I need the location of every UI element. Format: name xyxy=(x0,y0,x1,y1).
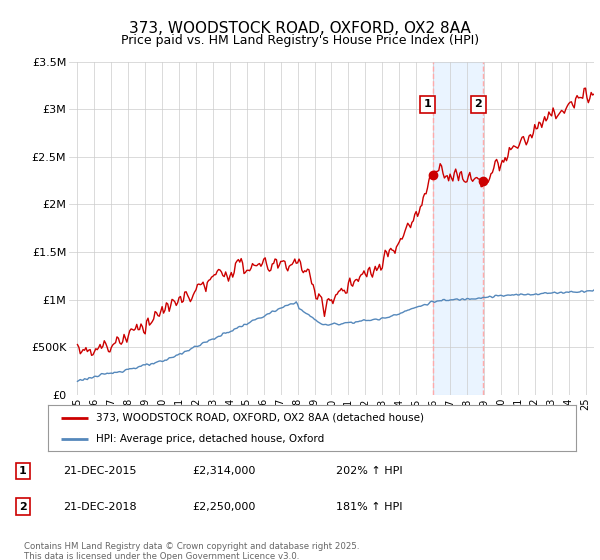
Text: 21-DEC-2015: 21-DEC-2015 xyxy=(63,466,137,476)
Text: 2: 2 xyxy=(475,100,482,109)
Text: 373, WOODSTOCK ROAD, OXFORD, OX2 8AA (detached house): 373, WOODSTOCK ROAD, OXFORD, OX2 8AA (de… xyxy=(95,413,424,423)
Text: Price paid vs. HM Land Registry's House Price Index (HPI): Price paid vs. HM Land Registry's House … xyxy=(121,34,479,46)
Text: £2,250,000: £2,250,000 xyxy=(192,502,256,511)
Text: 202% ↑ HPI: 202% ↑ HPI xyxy=(336,466,403,476)
Text: HPI: Average price, detached house, Oxford: HPI: Average price, detached house, Oxfo… xyxy=(95,435,324,444)
Text: 2: 2 xyxy=(19,502,26,511)
Text: £2,314,000: £2,314,000 xyxy=(192,466,256,476)
Text: Contains HM Land Registry data © Crown copyright and database right 2025.
This d: Contains HM Land Registry data © Crown c… xyxy=(24,542,359,560)
Text: 373, WOODSTOCK ROAD, OXFORD, OX2 8AA: 373, WOODSTOCK ROAD, OXFORD, OX2 8AA xyxy=(129,21,471,36)
Bar xyxy=(433,62,484,395)
Text: 1: 1 xyxy=(19,466,26,476)
Text: 1: 1 xyxy=(424,100,431,109)
Text: 181% ↑ HPI: 181% ↑ HPI xyxy=(336,502,403,511)
Text: 21-DEC-2018: 21-DEC-2018 xyxy=(63,502,137,511)
